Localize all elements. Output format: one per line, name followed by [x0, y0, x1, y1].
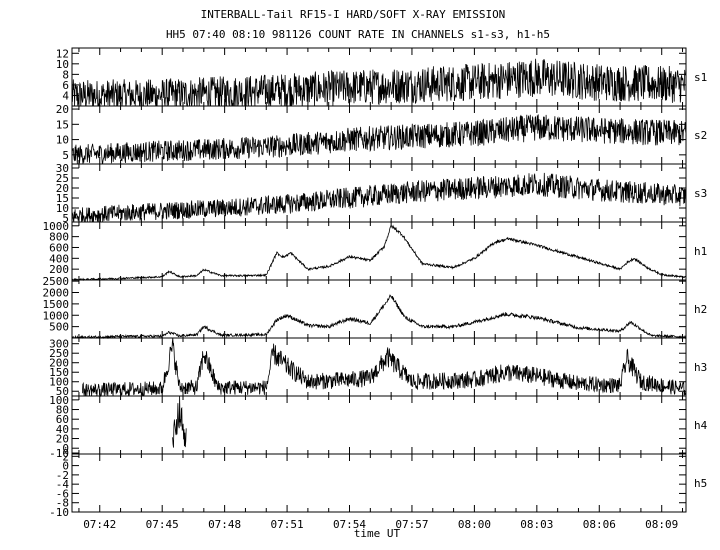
y-tick-label: 2500	[43, 275, 70, 288]
x-tick-label: 07:57	[395, 518, 428, 531]
y-tick-label: -10	[49, 506, 69, 519]
y-tick-label: 40	[56, 423, 69, 436]
y-tick-label: 600	[49, 241, 69, 254]
series-line-h1	[71, 224, 687, 282]
panel-label: h1	[694, 245, 707, 258]
plot-panels: 4681012s15101520s251015202530s3200400600…	[43, 47, 708, 519]
x-axis: 07:42 07:45 07:48 07:51 07:54 07:57 08:00 08:03…	[83, 518, 678, 531]
y-tick-label: 10	[56, 202, 69, 215]
x-tick-label: 07:48	[208, 518, 241, 531]
x-tick-label: 07:45	[146, 518, 179, 531]
y-tick-label: 0	[62, 460, 69, 473]
x-tick-label: 07:42	[83, 518, 116, 531]
chart-title: INTERBALL-Tail RF15-I HARD/SOFT X-RAY EM…	[201, 8, 506, 21]
y-tick-label: 250	[49, 347, 69, 360]
y-tick-label: 12	[56, 47, 69, 60]
y-tick-label: 500	[49, 321, 69, 334]
y-tick-label: 5	[62, 212, 69, 225]
y-tick-label: 15	[56, 192, 69, 205]
y-tick-label: 15	[56, 118, 69, 131]
panel-label: h5	[694, 477, 707, 490]
x-tick-label: 08:03	[520, 518, 553, 531]
y-tick-label: -4	[56, 478, 70, 491]
y-tick-label: 1000	[43, 309, 70, 322]
series-line-s1	[71, 58, 687, 107]
y-tick-label: -6	[56, 487, 69, 500]
series-line-s3	[71, 172, 687, 223]
y-tick-label: 80	[56, 404, 69, 417]
series-line-h3	[82, 337, 687, 397]
y-tick-label: 100	[49, 394, 69, 407]
x-tick-label: 08:09	[645, 518, 678, 531]
series-line-h4	[172, 395, 187, 448]
panel-frame	[71, 453, 687, 513]
panel-frame	[71, 395, 687, 455]
y-tick-label: 10	[56, 134, 69, 147]
y-tick-label: 20	[56, 433, 69, 446]
y-tick-label: 4	[62, 89, 69, 102]
x-tick-label: 08:00	[458, 518, 491, 531]
y-tick-label: 1000	[43, 220, 70, 233]
y-tick-label: 800	[49, 231, 69, 244]
x-axis-label: time UT	[354, 527, 401, 540]
panel-label: h2	[694, 303, 707, 316]
y-tick-label: 1500	[43, 298, 70, 311]
y-tick-label: 150	[49, 366, 69, 379]
y-tick-label: 60	[56, 413, 69, 426]
panel-label: s3	[694, 187, 707, 200]
panel-label: s1	[694, 71, 707, 84]
y-tick-label: 8	[62, 68, 69, 81]
y-tick-label: 30	[56, 162, 69, 175]
chart-subtitle: HH5 07:40 08:10 981126 COUNT RATE IN CHA…	[166, 28, 550, 41]
y-tick-label: -10	[49, 447, 69, 460]
series-line-h2	[71, 294, 687, 340]
y-tick-label: 200	[49, 357, 69, 370]
y-tick-label: 300	[49, 338, 69, 351]
y-tick-label: -2	[56, 469, 69, 482]
y-tick-label: 6	[62, 79, 69, 92]
y-tick-label: -8	[56, 497, 69, 510]
panel-s2: 5 10 15 20 s2	[56, 103, 707, 165]
y-tick-label: 2000	[43, 287, 70, 300]
y-tick-label: 400	[49, 252, 69, 265]
y-tick-label: 10	[56, 58, 69, 71]
y-tick-label: 5	[62, 149, 69, 162]
y-tick-label: 200	[49, 263, 69, 276]
series-line-s2	[71, 114, 687, 165]
y-tick-label: 2	[62, 450, 69, 463]
y-tick-label: 25	[56, 172, 69, 185]
panel-label: h3	[694, 361, 707, 374]
panel-label: s2	[694, 129, 707, 142]
panel-frame	[71, 337, 687, 397]
y-tick-label: 100	[49, 376, 69, 389]
y-tick-label: 20	[56, 182, 69, 195]
y-tick-label: 50	[56, 385, 69, 398]
y-tick-label: 0	[62, 442, 69, 455]
x-tick-label: 07:51	[271, 518, 304, 531]
x-tick-label: 08:06	[583, 518, 616, 531]
y-tick-label: 20	[56, 103, 69, 116]
x-tick-label: 07:54	[333, 518, 366, 531]
panel-label: h4	[694, 419, 708, 432]
